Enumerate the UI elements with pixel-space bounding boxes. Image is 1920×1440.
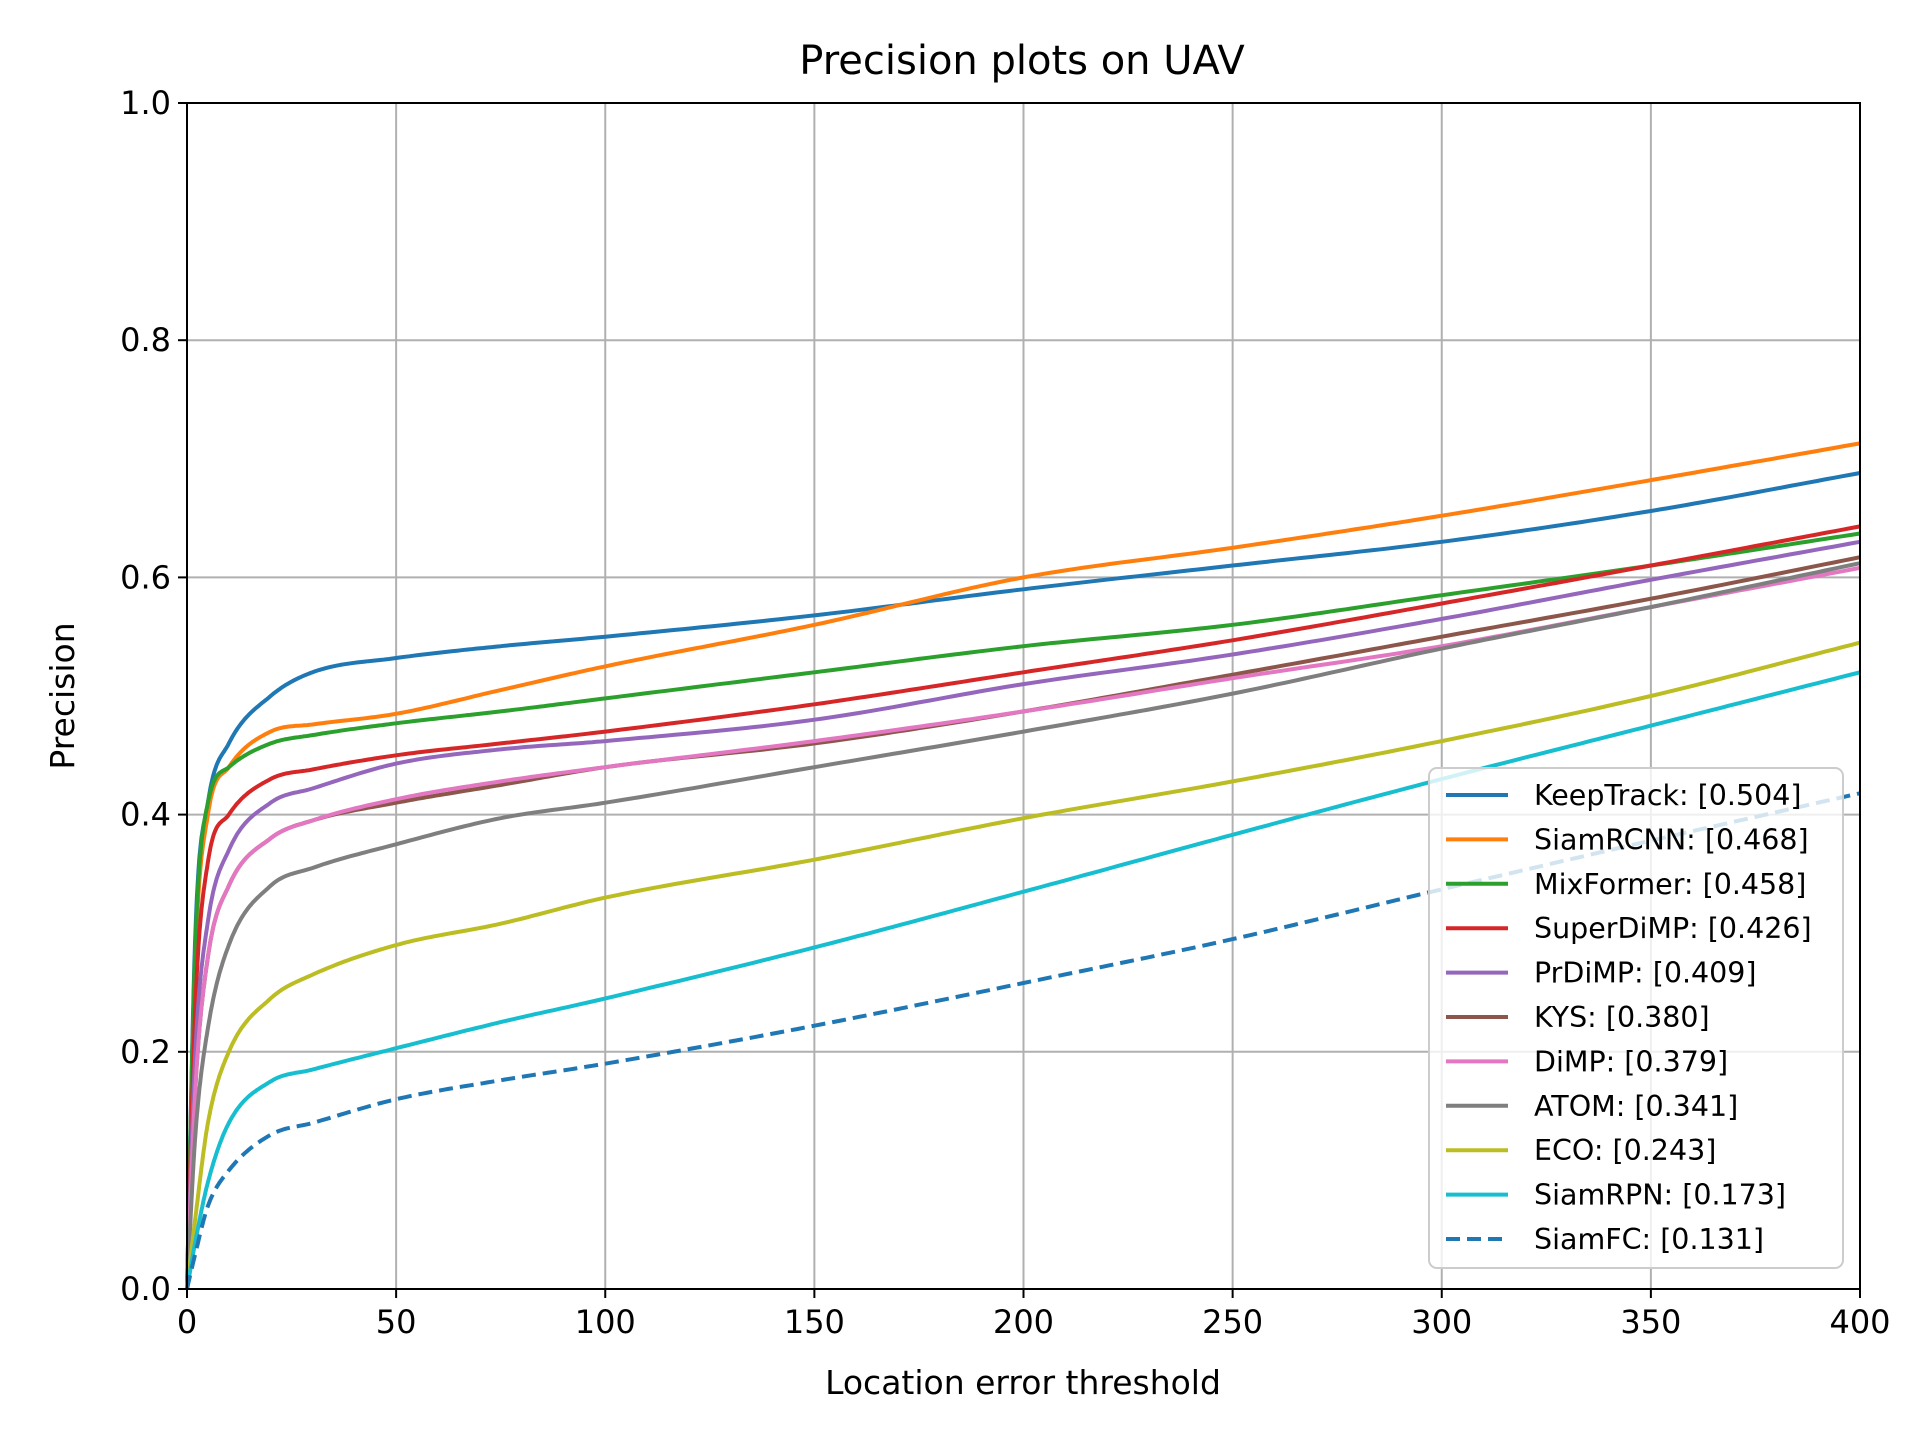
- legend-label-atom: ATOM: [0.341]: [1534, 1090, 1738, 1123]
- y-tick-label: 0.2: [120, 1033, 171, 1071]
- x-tick-label: 300: [1411, 1303, 1472, 1341]
- legend-label-eco: ECO: [0.243]: [1534, 1134, 1716, 1167]
- x-axis-label: Location error threshold: [825, 1363, 1221, 1402]
- legend-label-prdimp: PrDiMP: [0.409]: [1534, 957, 1757, 990]
- legend-label-siamrpn: SiamRPN: [0.173]: [1534, 1179, 1786, 1212]
- chart-title: Precision plots on UAV: [799, 38, 1245, 84]
- y-tick-label: 1.0: [120, 84, 171, 122]
- legend-label-superdimp: SuperDiMP: [0.426]: [1534, 912, 1812, 945]
- x-tick-label: 0: [177, 1303, 197, 1341]
- x-tick-label: 200: [993, 1303, 1054, 1341]
- legend-label-keeptrack: KeepTrack: [0.504]: [1534, 779, 1802, 812]
- x-tick-label: 100: [575, 1303, 636, 1341]
- y-tick-label: 0.0: [120, 1270, 171, 1308]
- x-tick-label: 250: [1202, 1303, 1263, 1341]
- x-tick-label: 150: [784, 1303, 845, 1341]
- y-tick-label: 0.8: [120, 321, 171, 359]
- x-tick-label: 50: [376, 1303, 417, 1341]
- legend: KeepTrack: [0.504] SiamRCNN: [0.468] MixFo…: [1429, 768, 1843, 1268]
- y-tick-label: 0.6: [120, 558, 171, 596]
- legend-label-kys: KYS: [0.380]: [1534, 1001, 1710, 1034]
- legend-label-mixformer: MixFormer: [0.458]: [1534, 868, 1806, 901]
- legend-label-siamrcnn: SiamRCNN: [0.468]: [1534, 823, 1809, 856]
- y-tick-label: 0.4: [120, 796, 171, 834]
- y-axis-label: Precision: [43, 622, 82, 769]
- legend-label-dimp: DiMP: [0.379]: [1534, 1045, 1728, 1078]
- legend-label-siamfc: SiamFC: [0.131]: [1534, 1223, 1764, 1256]
- x-tick-label: 400: [1829, 1303, 1890, 1341]
- x-tick-label: 350: [1620, 1303, 1681, 1341]
